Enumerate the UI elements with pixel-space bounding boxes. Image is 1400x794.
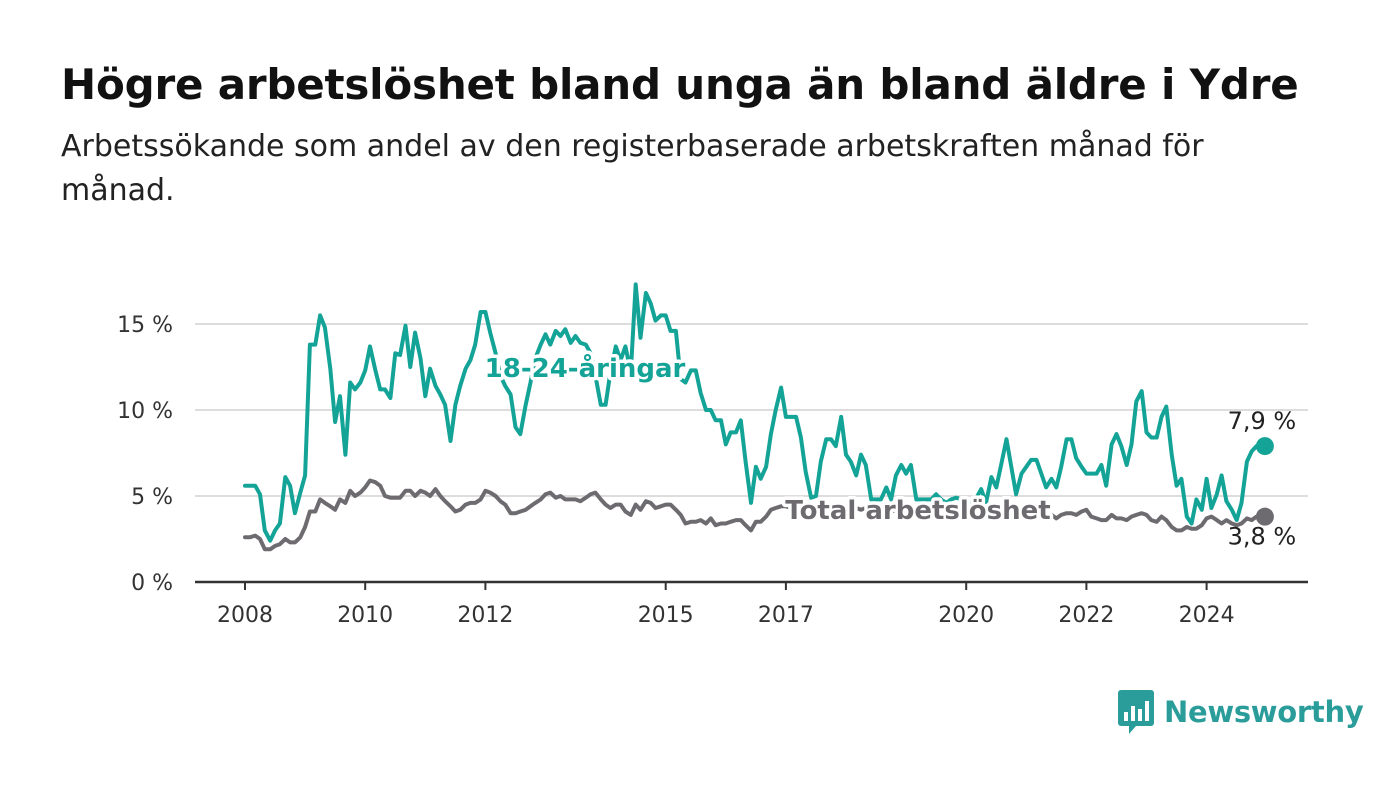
end-markers: 7,9 % 3,8 % (1228, 407, 1297, 551)
youth-end-label: 7,9 % (1228, 407, 1297, 435)
total-end-label: 3,8 % (1228, 523, 1297, 551)
chart-subtitle: Arbetssökande som andel av den registerb… (61, 129, 1204, 208)
x-axis-ticks: 2008 2010 2012 2015 2017 2020 2022 2024 (217, 582, 1235, 628)
series-lines (243, 282, 1264, 552)
total-end-dot (1255, 507, 1274, 526)
newsworthy-logo: Newsworthy (1118, 690, 1364, 734)
y-tick-label: 15 % (117, 313, 173, 338)
x-tick-label: 2010 (337, 603, 393, 628)
series-label-youth: 18-24-åringar (485, 352, 686, 384)
x-tick-label: 2008 (217, 603, 273, 628)
y-axis-ticks: 0 % 5 % 10 % 15 % (117, 313, 173, 596)
y-tick-label: 0 % (131, 571, 173, 596)
bar-chart-bubble-icon (1118, 690, 1154, 734)
youth-end-dot (1255, 437, 1274, 456)
gridlines (195, 323, 1308, 497)
brand-name: Newsworthy (1164, 695, 1364, 729)
x-tick-label: 2017 (758, 603, 814, 628)
x-tick-label: 2015 (638, 603, 694, 628)
series-labels: 18-24-åringar Total arbetslöshet (481, 349, 1054, 530)
x-tick-label: 2022 (1058, 603, 1114, 628)
series-label-total: Total arbetslöshet (785, 496, 1050, 526)
y-tick-label: 5 % (131, 485, 173, 510)
x-tick-label: 2012 (457, 603, 513, 628)
y-tick-label: 10 % (117, 399, 173, 424)
x-tick-label: 2024 (1179, 603, 1235, 628)
x-tick-label: 2020 (938, 603, 994, 628)
series-line-youth (243, 282, 1264, 543)
series-line-total (243, 478, 1264, 552)
chart-title: Högre arbetslöshet bland unga än bland ä… (61, 60, 1299, 109)
